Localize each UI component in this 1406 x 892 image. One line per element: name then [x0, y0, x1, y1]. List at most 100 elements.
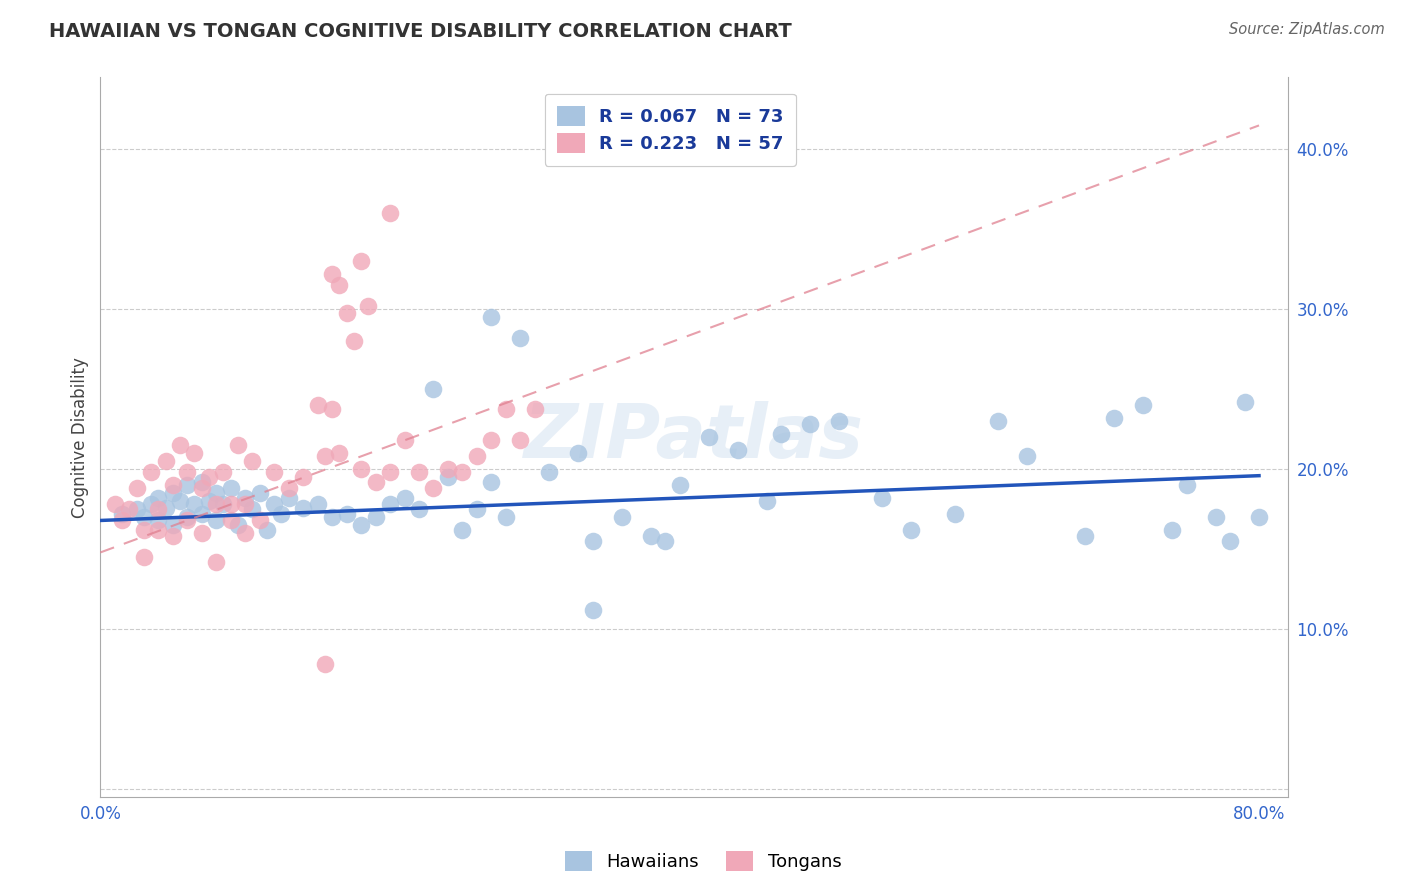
Point	[118, 502, 141, 516]
Point	[205, 486, 228, 500]
Point	[219, 513, 242, 527]
Point	[350, 462, 373, 476]
Point	[422, 482, 444, 496]
Point	[1233, 395, 1256, 409]
Point	[219, 482, 242, 496]
Point	[176, 513, 198, 527]
Point	[256, 523, 278, 537]
Point	[1205, 510, 1227, 524]
Point	[437, 462, 460, 476]
Point	[190, 475, 212, 489]
Point	[242, 502, 264, 516]
Point	[350, 518, 373, 533]
Point	[249, 513, 271, 527]
Point	[111, 507, 134, 521]
Point	[465, 502, 488, 516]
Point	[357, 299, 380, 313]
Point	[582, 603, 605, 617]
Point	[770, 427, 793, 442]
Point	[437, 470, 460, 484]
Point	[481, 434, 503, 448]
Point	[233, 498, 256, 512]
Point	[148, 491, 170, 505]
Point	[162, 486, 184, 500]
Point	[987, 414, 1010, 428]
Point	[451, 466, 474, 480]
Point	[212, 498, 235, 512]
Point	[226, 438, 249, 452]
Point	[132, 510, 155, 524]
Text: HAWAIIAN VS TONGAN COGNITIVE DISABILITY CORRELATION CHART: HAWAIIAN VS TONGAN COGNITIVE DISABILITY …	[49, 22, 792, 41]
Point	[205, 498, 228, 512]
Point	[799, 417, 821, 432]
Legend: Hawaiians, Tongans: Hawaiians, Tongans	[558, 844, 848, 879]
Point	[219, 498, 242, 512]
Point	[394, 491, 416, 505]
Point	[538, 466, 561, 480]
Point	[465, 450, 488, 464]
Point	[640, 529, 662, 543]
Point	[125, 482, 148, 496]
Point	[212, 466, 235, 480]
Point	[242, 454, 264, 468]
Point	[205, 513, 228, 527]
Point	[495, 401, 517, 416]
Point	[335, 305, 357, 319]
Point	[335, 507, 357, 521]
Point	[567, 446, 589, 460]
Point	[125, 502, 148, 516]
Point	[263, 498, 285, 512]
Point	[233, 526, 256, 541]
Point	[148, 502, 170, 516]
Text: Source: ZipAtlas.com: Source: ZipAtlas.com	[1229, 22, 1385, 37]
Point	[408, 466, 430, 480]
Point	[148, 513, 170, 527]
Point	[408, 502, 430, 516]
Point	[364, 475, 387, 489]
Point	[183, 498, 205, 512]
Point	[198, 470, 221, 484]
Point	[190, 482, 212, 496]
Point	[132, 523, 155, 537]
Point	[321, 401, 343, 416]
Point	[1074, 529, 1097, 543]
Point	[378, 466, 401, 480]
Text: ZIPatlas: ZIPatlas	[524, 401, 865, 474]
Point	[328, 278, 350, 293]
Point	[307, 398, 329, 412]
Point	[277, 482, 299, 496]
Point	[1175, 478, 1198, 492]
Point	[162, 478, 184, 492]
Point	[314, 450, 336, 464]
Point	[654, 534, 676, 549]
Point	[111, 513, 134, 527]
Point	[755, 494, 778, 508]
Point	[697, 430, 720, 444]
Point	[828, 414, 851, 428]
Point	[169, 494, 191, 508]
Point	[155, 500, 177, 515]
Point	[321, 267, 343, 281]
Point	[394, 434, 416, 448]
Point	[190, 526, 212, 541]
Point	[205, 555, 228, 569]
Point	[292, 470, 315, 484]
Point	[263, 466, 285, 480]
Y-axis label: Cognitive Disability: Cognitive Disability	[72, 357, 89, 517]
Point	[481, 310, 503, 325]
Point	[509, 434, 531, 448]
Point	[176, 478, 198, 492]
Point	[350, 254, 373, 268]
Point	[139, 466, 162, 480]
Point	[292, 500, 315, 515]
Point	[495, 510, 517, 524]
Point	[132, 550, 155, 565]
Point	[139, 498, 162, 512]
Point	[1247, 510, 1270, 524]
Point	[148, 523, 170, 537]
Point	[1161, 523, 1184, 537]
Point	[162, 518, 184, 533]
Point	[307, 498, 329, 512]
Point	[249, 486, 271, 500]
Point	[1219, 534, 1241, 549]
